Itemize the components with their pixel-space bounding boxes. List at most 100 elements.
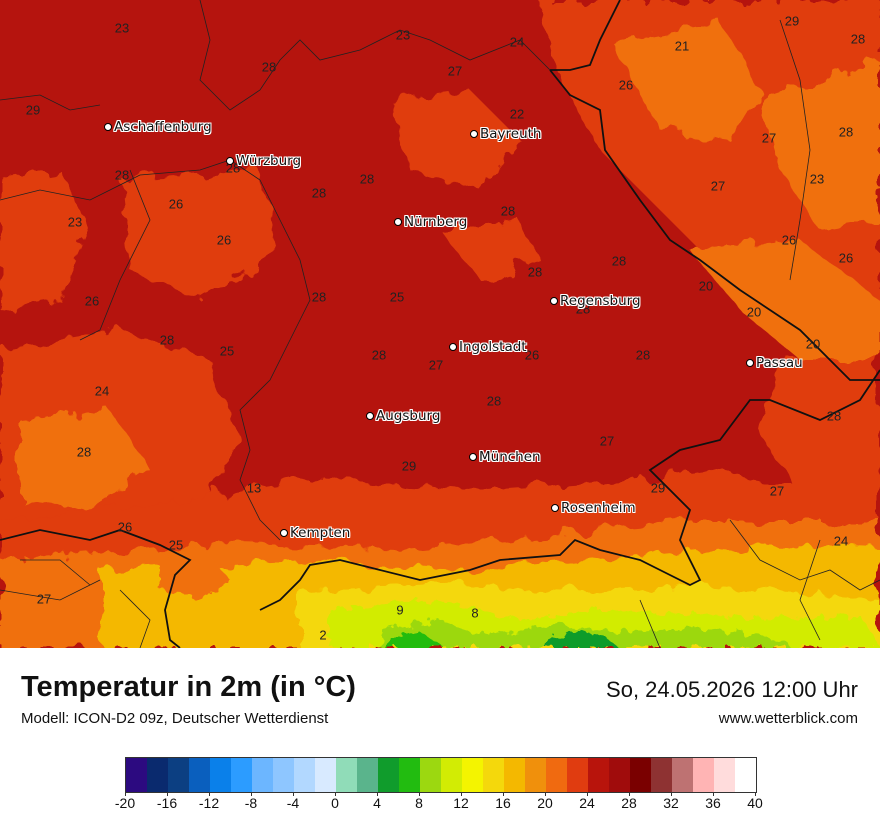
legend-color-segment [399, 758, 420, 792]
value-label: 9 [396, 602, 404, 618]
value-label: 27 [710, 178, 726, 194]
legend-tick-mark [545, 792, 546, 796]
legend-color-segment [609, 758, 630, 792]
city-dot-icon [226, 156, 234, 165]
legend-color-segment [273, 758, 294, 792]
value-label: 28 [850, 31, 866, 47]
legend-tick-mark [503, 792, 504, 796]
legend-tick-mark [587, 792, 588, 796]
legend-tick-mark [419, 792, 420, 796]
legend-tick-label: 36 [705, 795, 721, 811]
city-marker-passau: Passau [746, 354, 803, 372]
city-marker-augsburg: Augsburg [366, 407, 440, 425]
legend-tick-label: 24 [579, 795, 595, 811]
value-label: 26 [618, 77, 634, 93]
value-label: 28 [311, 185, 327, 201]
temperature-map: 23 23 24 21 29 28 28 27 26 29 28 28 22 2… [0, 0, 880, 648]
legend-tick-mark [167, 792, 168, 796]
city-dot-icon [551, 503, 559, 512]
legend-color-segment [147, 758, 168, 792]
legend-tick-label: 0 [331, 795, 339, 811]
legend-tick-mark [125, 792, 126, 796]
legend-tick-label: -4 [286, 795, 300, 811]
value-label: 28 [114, 167, 130, 183]
legend-color-segment [735, 758, 756, 792]
legend-color-segment [483, 758, 504, 792]
city-dot-icon [394, 217, 402, 226]
legend-tick-mark [713, 792, 714, 796]
forecast-datetime: So, 24.05.2026 12:00 Uhr [606, 677, 858, 702]
value-label: 25 [168, 537, 184, 553]
legend-color-segment [693, 758, 714, 792]
value-label: 28 [527, 264, 543, 280]
city-dot-icon [449, 342, 457, 351]
legend-color-segment [336, 758, 357, 792]
legend-color-segment [504, 758, 525, 792]
value-label: 26 [117, 519, 133, 535]
value-label: 21 [674, 38, 690, 54]
legend-color-segment [525, 758, 546, 792]
legend-tick-label: -8 [244, 795, 258, 811]
value-label: 28 [261, 59, 277, 75]
legend-tick-label: -12 [198, 795, 220, 811]
city-name: Regensburg [560, 292, 641, 309]
legend-color-segment [462, 758, 483, 792]
city-dot-icon [469, 452, 477, 461]
value-label: 28 [611, 253, 627, 269]
value-label: 26 [168, 196, 184, 212]
city-name: Augsburg [376, 407, 441, 424]
city-marker-bayreuth: Bayreuth [470, 125, 542, 143]
value-label: 28 [500, 203, 516, 219]
value-label: 23 [395, 27, 411, 43]
legend-color-segment [441, 758, 462, 792]
legend-color-segment [252, 758, 273, 792]
legend-tick-mark [461, 792, 462, 796]
legend-tick-mark [335, 792, 336, 796]
legend-color-segment [672, 758, 693, 792]
value-label: 20 [805, 336, 821, 352]
city-dot-icon [470, 129, 478, 138]
city-marker-ingolstadt: Ingolstadt [449, 338, 527, 356]
value-label: 27 [761, 130, 777, 146]
legend-color-segment [315, 758, 336, 792]
city-dot-icon [366, 411, 374, 420]
city-dot-icon [746, 358, 754, 367]
value-label: 28 [826, 408, 842, 424]
value-label: 13 [246, 480, 262, 496]
legend-color-segment [357, 758, 378, 792]
value-label: 27 [447, 63, 463, 79]
value-label: 25 [389, 289, 405, 305]
city-marker-aschaffenburg: Aschaffenburg [104, 118, 212, 136]
map-title: Temperatur in 2m (in °C) [21, 671, 356, 703]
legend-tick-label: 32 [663, 795, 679, 811]
value-label: 29 [25, 102, 41, 118]
legend-color-segment [714, 758, 735, 792]
value-label: 23 [114, 20, 130, 36]
legend-tick-label: -20 [114, 795, 136, 811]
value-label: 28 [159, 332, 175, 348]
legend-tick-label: 12 [453, 795, 469, 811]
value-label: 28 [635, 347, 651, 363]
value-label: 24 [94, 383, 110, 399]
value-label: 27 [36, 591, 52, 607]
legend-tick-label: 20 [537, 795, 553, 811]
legend-tick-mark [629, 792, 630, 796]
value-label: 26 [781, 232, 797, 248]
legend-tick-mark [293, 792, 294, 796]
legend-color-segment [630, 758, 651, 792]
city-marker-rosenheim: Rosenheim [551, 499, 636, 517]
city-name: Kempten [290, 524, 351, 541]
alpine-cold-zones [160, 545, 880, 648]
city-marker-muenchen: München [469, 448, 541, 466]
value-label: 26 [524, 347, 540, 363]
city-name: München [479, 448, 541, 465]
legend-tick-label: -16 [156, 795, 178, 811]
website-link[interactable]: www.wetterblick.com [718, 710, 858, 727]
value-label: 24 [509, 34, 525, 50]
value-label: 23 [67, 214, 83, 230]
map-canvas [0, 0, 880, 648]
value-label: 20 [698, 278, 714, 294]
value-label: 27 [428, 357, 444, 373]
city-name: Bayreuth [480, 125, 542, 142]
legend-tick-mark [377, 792, 378, 796]
